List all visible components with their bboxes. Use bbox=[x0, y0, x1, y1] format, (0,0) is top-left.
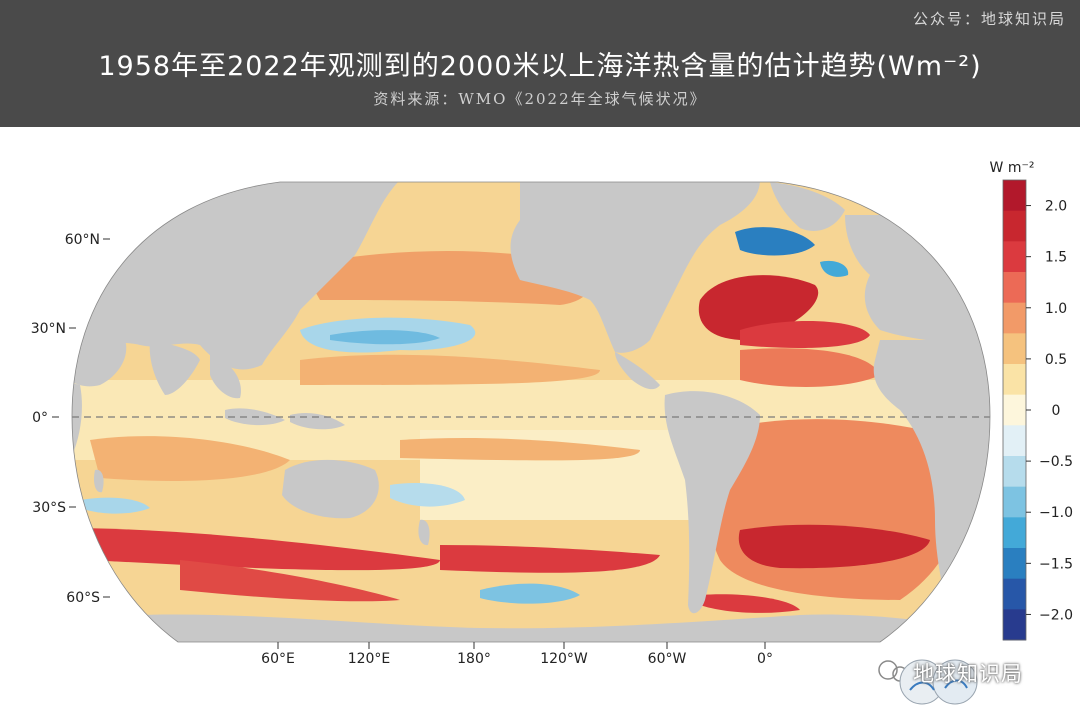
south-indian-cool bbox=[80, 497, 150, 514]
colorbar-tick-label: −1.0 bbox=[1039, 505, 1073, 521]
map-body bbox=[72, 182, 990, 642]
chat-icon bbox=[878, 660, 898, 680]
lon-label-60w: 60°W bbox=[648, 651, 687, 667]
land-masses bbox=[72, 182, 990, 642]
southern-pacific-band bbox=[440, 545, 660, 573]
lon-label-0: 0° bbox=[757, 651, 773, 667]
colorbar-unit: W m⁻² bbox=[990, 160, 1035, 176]
lon-ticks bbox=[277, 642, 766, 649]
colorbar-swatch bbox=[1003, 364, 1026, 396]
colorbar-ticks: 2.0 1.5 1.0 0.5 0 −0.5 −1.0 −1.5 −2.0 bbox=[1026, 199, 1073, 623]
page-title: 1958年至2022年观测到的2000米以上海洋热含量的估计趋势(Wm⁻²) bbox=[98, 51, 982, 82]
logo-badge bbox=[878, 659, 978, 705]
colorbar-swatch bbox=[1003, 578, 1026, 610]
north-pacific-cool-core bbox=[330, 330, 440, 345]
tasman-cool bbox=[390, 482, 465, 507]
colorbar-tick-label: −2.0 bbox=[1039, 607, 1073, 623]
source-subtitle: 资料来源：WMO《2022年全球气候状况》 bbox=[373, 90, 707, 108]
southern-pacific-cool bbox=[480, 583, 580, 604]
watermark-text: 公众号：地球知识局 bbox=[912, 10, 1066, 28]
colorbar-tick-label: 0 bbox=[1052, 403, 1061, 419]
lat-label-60s: 60°S bbox=[66, 590, 100, 606]
indian-ocean-warm bbox=[90, 436, 290, 481]
south-tropical-pacific-warm bbox=[400, 438, 640, 461]
lon-label-180: 180° bbox=[457, 651, 491, 667]
header-banner: 公众号：地球知识局 1958年至2022年观测到的2000米以上海洋热含量的估计… bbox=[0, 0, 1080, 127]
colorbar-swatch bbox=[1003, 241, 1026, 273]
lon-label-120e: 120°E bbox=[348, 651, 391, 667]
lat-label-equator: 0° bbox=[32, 410, 48, 426]
colorbar-swatch bbox=[1003, 517, 1026, 549]
lon-label-60e: 60°E bbox=[261, 651, 295, 667]
north-atlantic-warm-band bbox=[740, 320, 870, 348]
atlantic-orange bbox=[740, 348, 880, 387]
lat-label-30n: 30°N bbox=[31, 321, 66, 337]
colorbar-swatch bbox=[1003, 548, 1026, 580]
lat-label-30s: 30°S bbox=[32, 500, 66, 516]
nordic-cool bbox=[820, 260, 849, 277]
colorbar-swatch bbox=[1003, 210, 1026, 242]
lon-label-120w: 120°W bbox=[540, 651, 588, 667]
lat-ticks bbox=[52, 238, 110, 598]
colorbar-swatch bbox=[1003, 333, 1026, 365]
logo-text: 地球知识局 bbox=[913, 662, 1023, 686]
colorbar-tick-label: −0.5 bbox=[1039, 454, 1073, 470]
colorbar-swatch bbox=[1003, 609, 1026, 641]
colorbar-tick-label: 1.0 bbox=[1045, 301, 1067, 317]
map-area: 60°N 30°N 0° 30°S 60°S 60°E 120°E 180° 1… bbox=[0, 127, 1080, 718]
colorbar-swatch bbox=[1003, 425, 1026, 457]
southern-ocean-band-2 bbox=[180, 560, 400, 602]
map-outline bbox=[71, 181, 991, 643]
colorbar-tick-label: 2.0 bbox=[1045, 199, 1067, 215]
colorbar-tick-label: 0.5 bbox=[1045, 352, 1067, 368]
colorbar-swatch bbox=[1003, 486, 1026, 518]
colorbar-swatch bbox=[1003, 394, 1026, 426]
southern-ocean-band-1 bbox=[80, 528, 440, 571]
lat-label-60n: 60°N bbox=[65, 232, 100, 248]
colorbar-tick-label: −1.5 bbox=[1039, 556, 1073, 572]
colorbar-swatch bbox=[1003, 456, 1026, 488]
colorbar bbox=[1003, 180, 1026, 641]
tropical-pacific-warm bbox=[300, 354, 600, 385]
colorbar-swatch bbox=[1003, 180, 1026, 212]
south-atlantic-hot bbox=[738, 524, 930, 569]
weddell-warm bbox=[700, 594, 800, 613]
colorbar-tick-label: 1.5 bbox=[1045, 250, 1067, 266]
colorbar-swatch bbox=[1003, 302, 1026, 334]
subpolar-atlantic-cold bbox=[735, 227, 815, 256]
ocean-heat-map: 60°N 30°N 0° 30°S 60°S 60°E 120°E 180° 1… bbox=[31, 160, 1073, 667]
colorbar-swatch bbox=[1003, 272, 1026, 304]
earth-lab-logo-icon bbox=[932, 659, 978, 705]
